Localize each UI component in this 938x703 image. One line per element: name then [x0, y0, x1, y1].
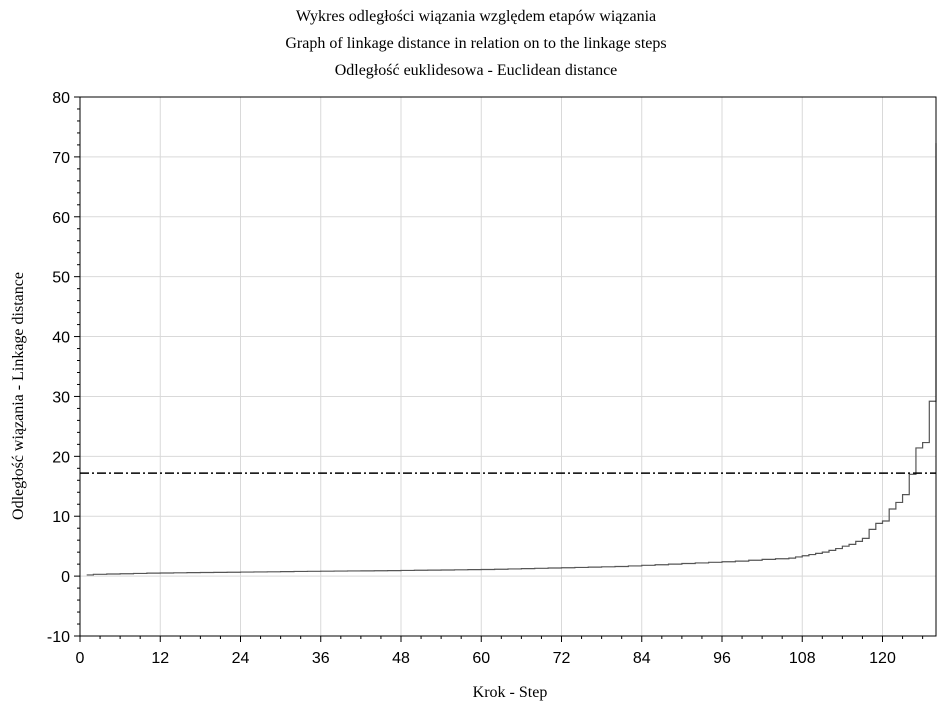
x-tick-label: 12	[151, 650, 169, 667]
x-tick-label: 24	[232, 650, 250, 667]
chart-title: Wykres odległości wiązania względem etap…	[296, 8, 656, 25]
x-tick-label: 36	[312, 650, 330, 667]
y-tick-label: 20	[52, 449, 70, 466]
x-tick-label: 72	[553, 650, 571, 667]
y-tick-label: -10	[47, 629, 70, 646]
x-tick-label: 120	[869, 650, 896, 667]
axis-ticks	[74, 96, 924, 642]
y-tick-label: 80	[52, 90, 70, 107]
x-tick-label: 96	[713, 650, 731, 667]
y-axis-title: Odległość wiązania - Linkage distance	[10, 272, 27, 520]
grid-lines	[80, 97, 936, 636]
x-tick-label: 108	[789, 650, 816, 667]
chart-subtitle-2: Odległość euklidesowa - Euclidean distan…	[335, 62, 618, 79]
y-tick-label: 0	[61, 569, 70, 586]
x-axis-title: Krok - Step	[473, 684, 548, 701]
y-tick-label: 60	[52, 210, 70, 227]
x-tick-label: 84	[633, 650, 651, 667]
y-tick-labels: 80 70 60 50 40 30 20 10 0 -10	[47, 90, 70, 646]
x-tick-labels: 0 12 24 36 48 60 72 84 96 108 120	[76, 650, 896, 667]
y-tick-label: 50	[52, 270, 70, 287]
y-tick-label: 40	[52, 330, 70, 347]
x-tick-label: 0	[76, 650, 85, 667]
x-tick-label: 48	[392, 650, 410, 667]
x-tick-label: 60	[472, 650, 490, 667]
plot-series	[80, 143, 937, 576]
linkage-step-line	[86, 143, 937, 576]
plot-frame	[79, 96, 937, 637]
y-tick-label: 30	[52, 389, 70, 406]
y-tick-label: 70	[52, 150, 70, 167]
y-tick-label: 10	[52, 509, 70, 526]
chart-subtitle: Graph of linkage distance in relation on…	[285, 35, 666, 52]
